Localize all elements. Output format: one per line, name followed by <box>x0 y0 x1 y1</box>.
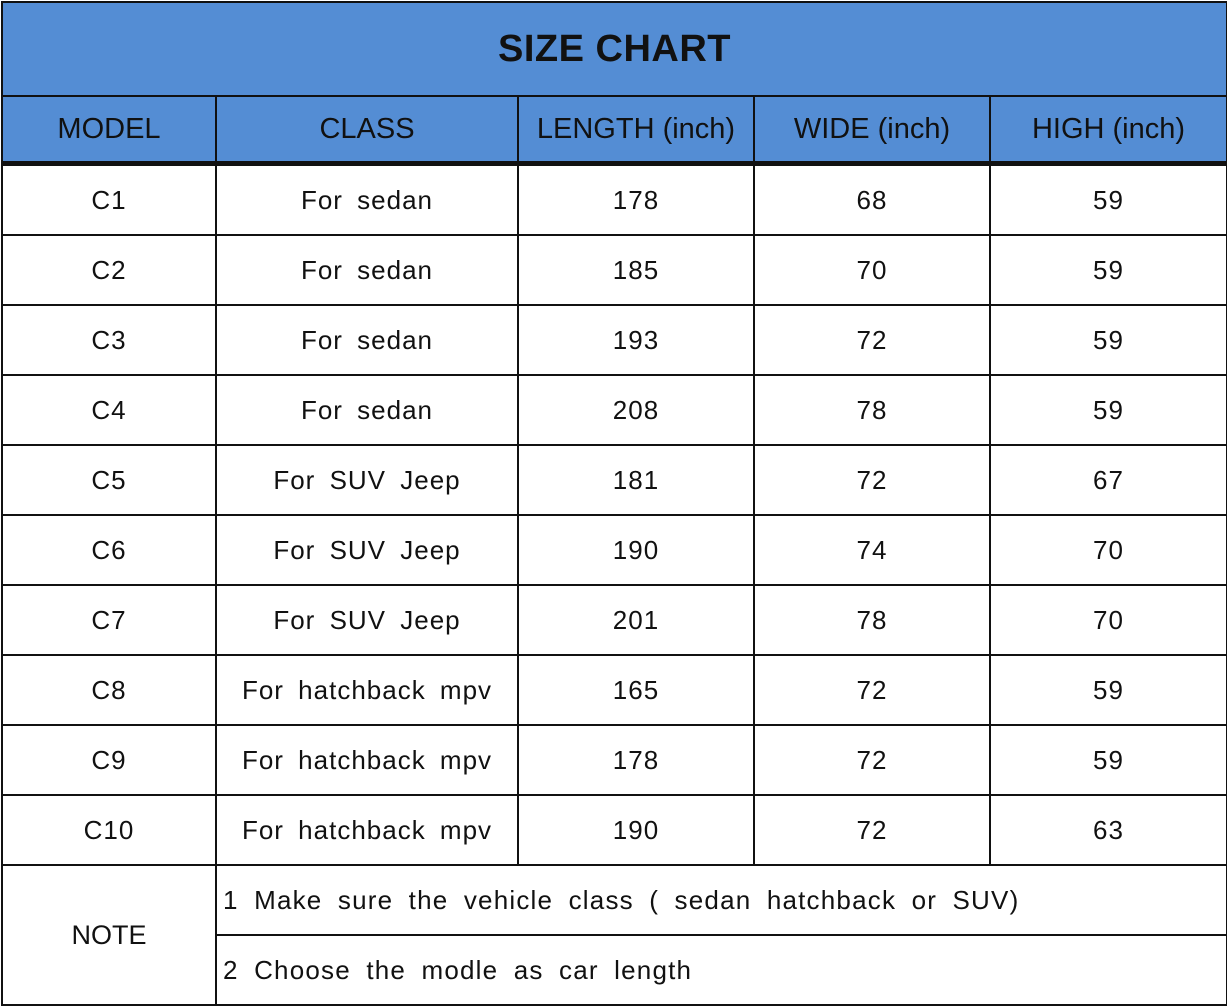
cell-class: For sedan <box>215 304 519 376</box>
cell-model: C1 <box>1 162 217 236</box>
cell-length: 201 <box>517 584 755 656</box>
cell-wide: 68 <box>753 162 991 236</box>
cell-high: 59 <box>989 234 1227 306</box>
table-row: C4 For sedan 208 78 59 <box>1 374 1227 446</box>
cell-class: For sedan <box>215 234 519 306</box>
cell-model: C4 <box>1 374 217 446</box>
cell-wide: 72 <box>753 654 991 726</box>
cell-wide: 72 <box>753 304 991 376</box>
column-header-model: MODEL <box>1 95 217 166</box>
cell-class: For SUV Jeep <box>215 584 519 656</box>
note-row: 2 Choose the modle as car length <box>2 934 1227 1006</box>
cell-length: 190 <box>517 794 755 866</box>
table-row: C8 For hatchback mpv 165 72 59 <box>1 654 1227 726</box>
cell-wide: 72 <box>753 724 991 796</box>
cell-model: C2 <box>1 234 217 306</box>
table-row: C5 For SUV Jeep 181 72 67 <box>1 444 1227 516</box>
cell-length: 208 <box>517 374 755 446</box>
cell-length: 165 <box>517 654 755 726</box>
cell-length: 178 <box>517 162 755 236</box>
cell-high: 67 <box>989 444 1227 516</box>
cell-length: 185 <box>517 234 755 306</box>
table-row: C2 For sedan 185 70 59 <box>1 234 1227 306</box>
note-label: NOTE <box>1 864 217 1006</box>
cell-class: For SUV Jeep <box>215 514 519 586</box>
cell-class: For SUV Jeep <box>215 444 519 516</box>
cell-length: 178 <box>517 724 755 796</box>
cell-high: 59 <box>989 304 1227 376</box>
cell-high: 70 <box>989 514 1227 586</box>
column-header-length: LENGTH (inch) <box>517 95 755 166</box>
table-row: C6 For SUV Jeep 190 74 70 <box>1 514 1227 586</box>
cell-high: 70 <box>989 584 1227 656</box>
cell-class: For sedan <box>215 374 519 446</box>
note-line: 2 Choose the modle as car length <box>215 934 1227 1006</box>
cell-high: 59 <box>989 162 1227 236</box>
cell-class: For hatchback mpv <box>215 724 519 796</box>
column-header-class: CLASS <box>215 95 519 166</box>
cell-model: C9 <box>1 724 217 796</box>
cell-length: 193 <box>517 304 755 376</box>
header-row: MODEL CLASS LENGTH (inch) WIDE (inch) HIGH (… <box>1 95 1227 166</box>
cell-high: 59 <box>989 374 1227 446</box>
cell-high: 59 <box>989 724 1227 796</box>
cell-wide: 74 <box>753 514 991 586</box>
table-row: C3 For sedan 193 72 59 <box>1 304 1227 376</box>
table-row: C1 For sedan 178 68 59 <box>1 162 1227 236</box>
cell-model: C7 <box>1 584 217 656</box>
table-title: SIZE CHART <box>1 1 1227 97</box>
cell-high: 63 <box>989 794 1227 866</box>
cell-wide: 78 <box>753 584 991 656</box>
cell-class: For hatchback mpv <box>215 654 519 726</box>
cell-model: C3 <box>1 304 217 376</box>
cell-class: For hatchback mpv <box>215 794 519 866</box>
cell-model: C6 <box>1 514 217 586</box>
column-header-high: HIGH (inch) <box>989 95 1227 166</box>
column-header-wide: WIDE (inch) <box>753 95 991 166</box>
cell-wide: 72 <box>753 794 991 866</box>
table-row: C10 For hatchback mpv 190 72 63 <box>1 794 1227 866</box>
table-row: C9 For hatchback mpv 178 72 59 <box>1 724 1227 796</box>
table-row: C7 For SUV Jeep 201 78 70 <box>1 584 1227 656</box>
cell-high: 59 <box>989 654 1227 726</box>
cell-wide: 72 <box>753 444 991 516</box>
cell-model: C5 <box>1 444 217 516</box>
cell-model: C10 <box>1 794 217 866</box>
note-row: NOTE 1 Make sure the vehicle class ( seda… <box>1 864 1227 1006</box>
cell-wide: 70 <box>753 234 991 306</box>
cell-wide: 78 <box>753 374 991 446</box>
cell-length: 181 <box>517 444 755 516</box>
note-line: 1 Make sure the vehicle class ( sedan ha… <box>215 864 1227 936</box>
cell-class: For sedan <box>215 162 519 236</box>
cell-model: C8 <box>1 654 217 726</box>
cell-length: 190 <box>517 514 755 586</box>
